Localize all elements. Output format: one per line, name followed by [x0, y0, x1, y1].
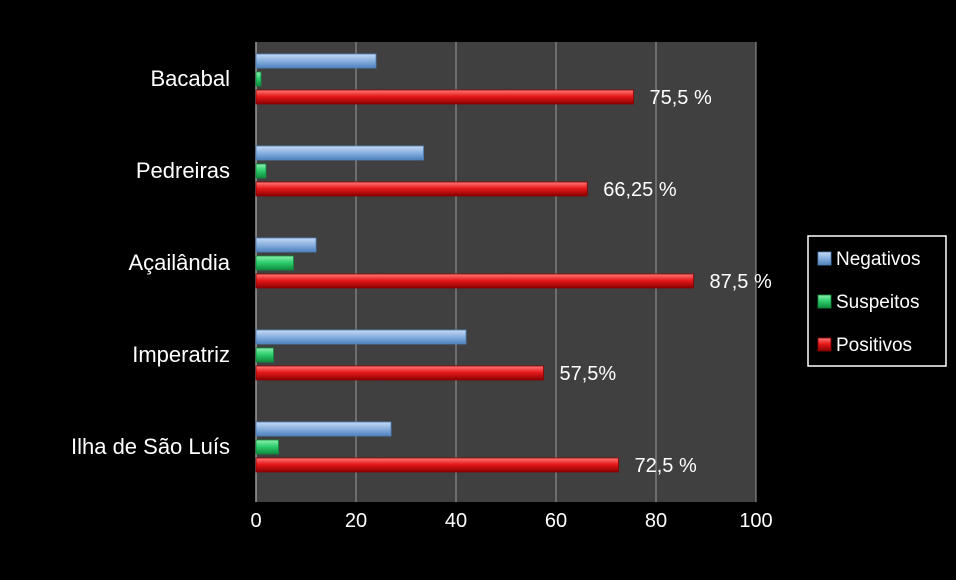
bar-suspeitos — [255, 163, 267, 179]
x-tick-label: 60 — [545, 510, 567, 532]
x-tick-label: 20 — [345, 510, 367, 532]
bar-negativos — [255, 421, 392, 437]
x-tick-label: 40 — [445, 510, 467, 532]
bar-positivos — [255, 457, 619, 473]
data-labels: 75,5 % 66,25 % 87,5 % 57,5% 72,5 % — [560, 87, 772, 477]
x-tick-label: 0 — [250, 510, 261, 532]
data-label: 72,5 % — [635, 455, 697, 477]
data-label: 75,5 % — [650, 87, 712, 109]
legend-swatch — [817, 251, 832, 266]
bars — [255, 53, 694, 473]
bar-negativos — [255, 145, 424, 161]
bar-suspeitos — [255, 347, 274, 363]
x-tick-label: 100 — [739, 510, 772, 532]
bar-positivos — [255, 181, 588, 197]
bar-negativos — [255, 329, 467, 345]
legend-label: Positivos — [836, 335, 912, 356]
x-tick-labels: 0 20 40 60 80 100 — [250, 510, 772, 532]
data-label: 57,5% — [560, 363, 617, 385]
legend-label: Suspeitos — [836, 292, 919, 313]
legend-swatch — [817, 337, 832, 352]
category-label: Pedreiras — [136, 158, 230, 183]
bar-suspeitos — [255, 71, 262, 87]
category-labels: Bacabal Pedreiras Açailândia Imperatriz Ilha… — [71, 66, 231, 459]
legend: Negativos Suspeitos Positivos — [807, 235, 947, 367]
bar-suspeitos — [255, 439, 279, 455]
data-label: 87,5 % — [710, 271, 772, 293]
category-label: Imperatriz — [132, 342, 230, 367]
bar-positivos — [255, 365, 544, 381]
category-label: Ilha de São Luís — [71, 434, 230, 459]
category-label: Bacabal — [150, 66, 230, 91]
legend-label: Negativos — [836, 249, 921, 270]
bar-positivos — [255, 273, 694, 289]
bar-negativos — [255, 53, 377, 69]
bar-negativos — [255, 237, 317, 253]
category-label: Açailândia — [128, 250, 230, 275]
legend-swatch — [817, 294, 832, 309]
data-label: 66,25 % — [603, 179, 677, 201]
bar-positivos — [255, 89, 634, 105]
bar-suspeitos — [255, 255, 294, 271]
x-tick-label: 80 — [645, 510, 667, 532]
